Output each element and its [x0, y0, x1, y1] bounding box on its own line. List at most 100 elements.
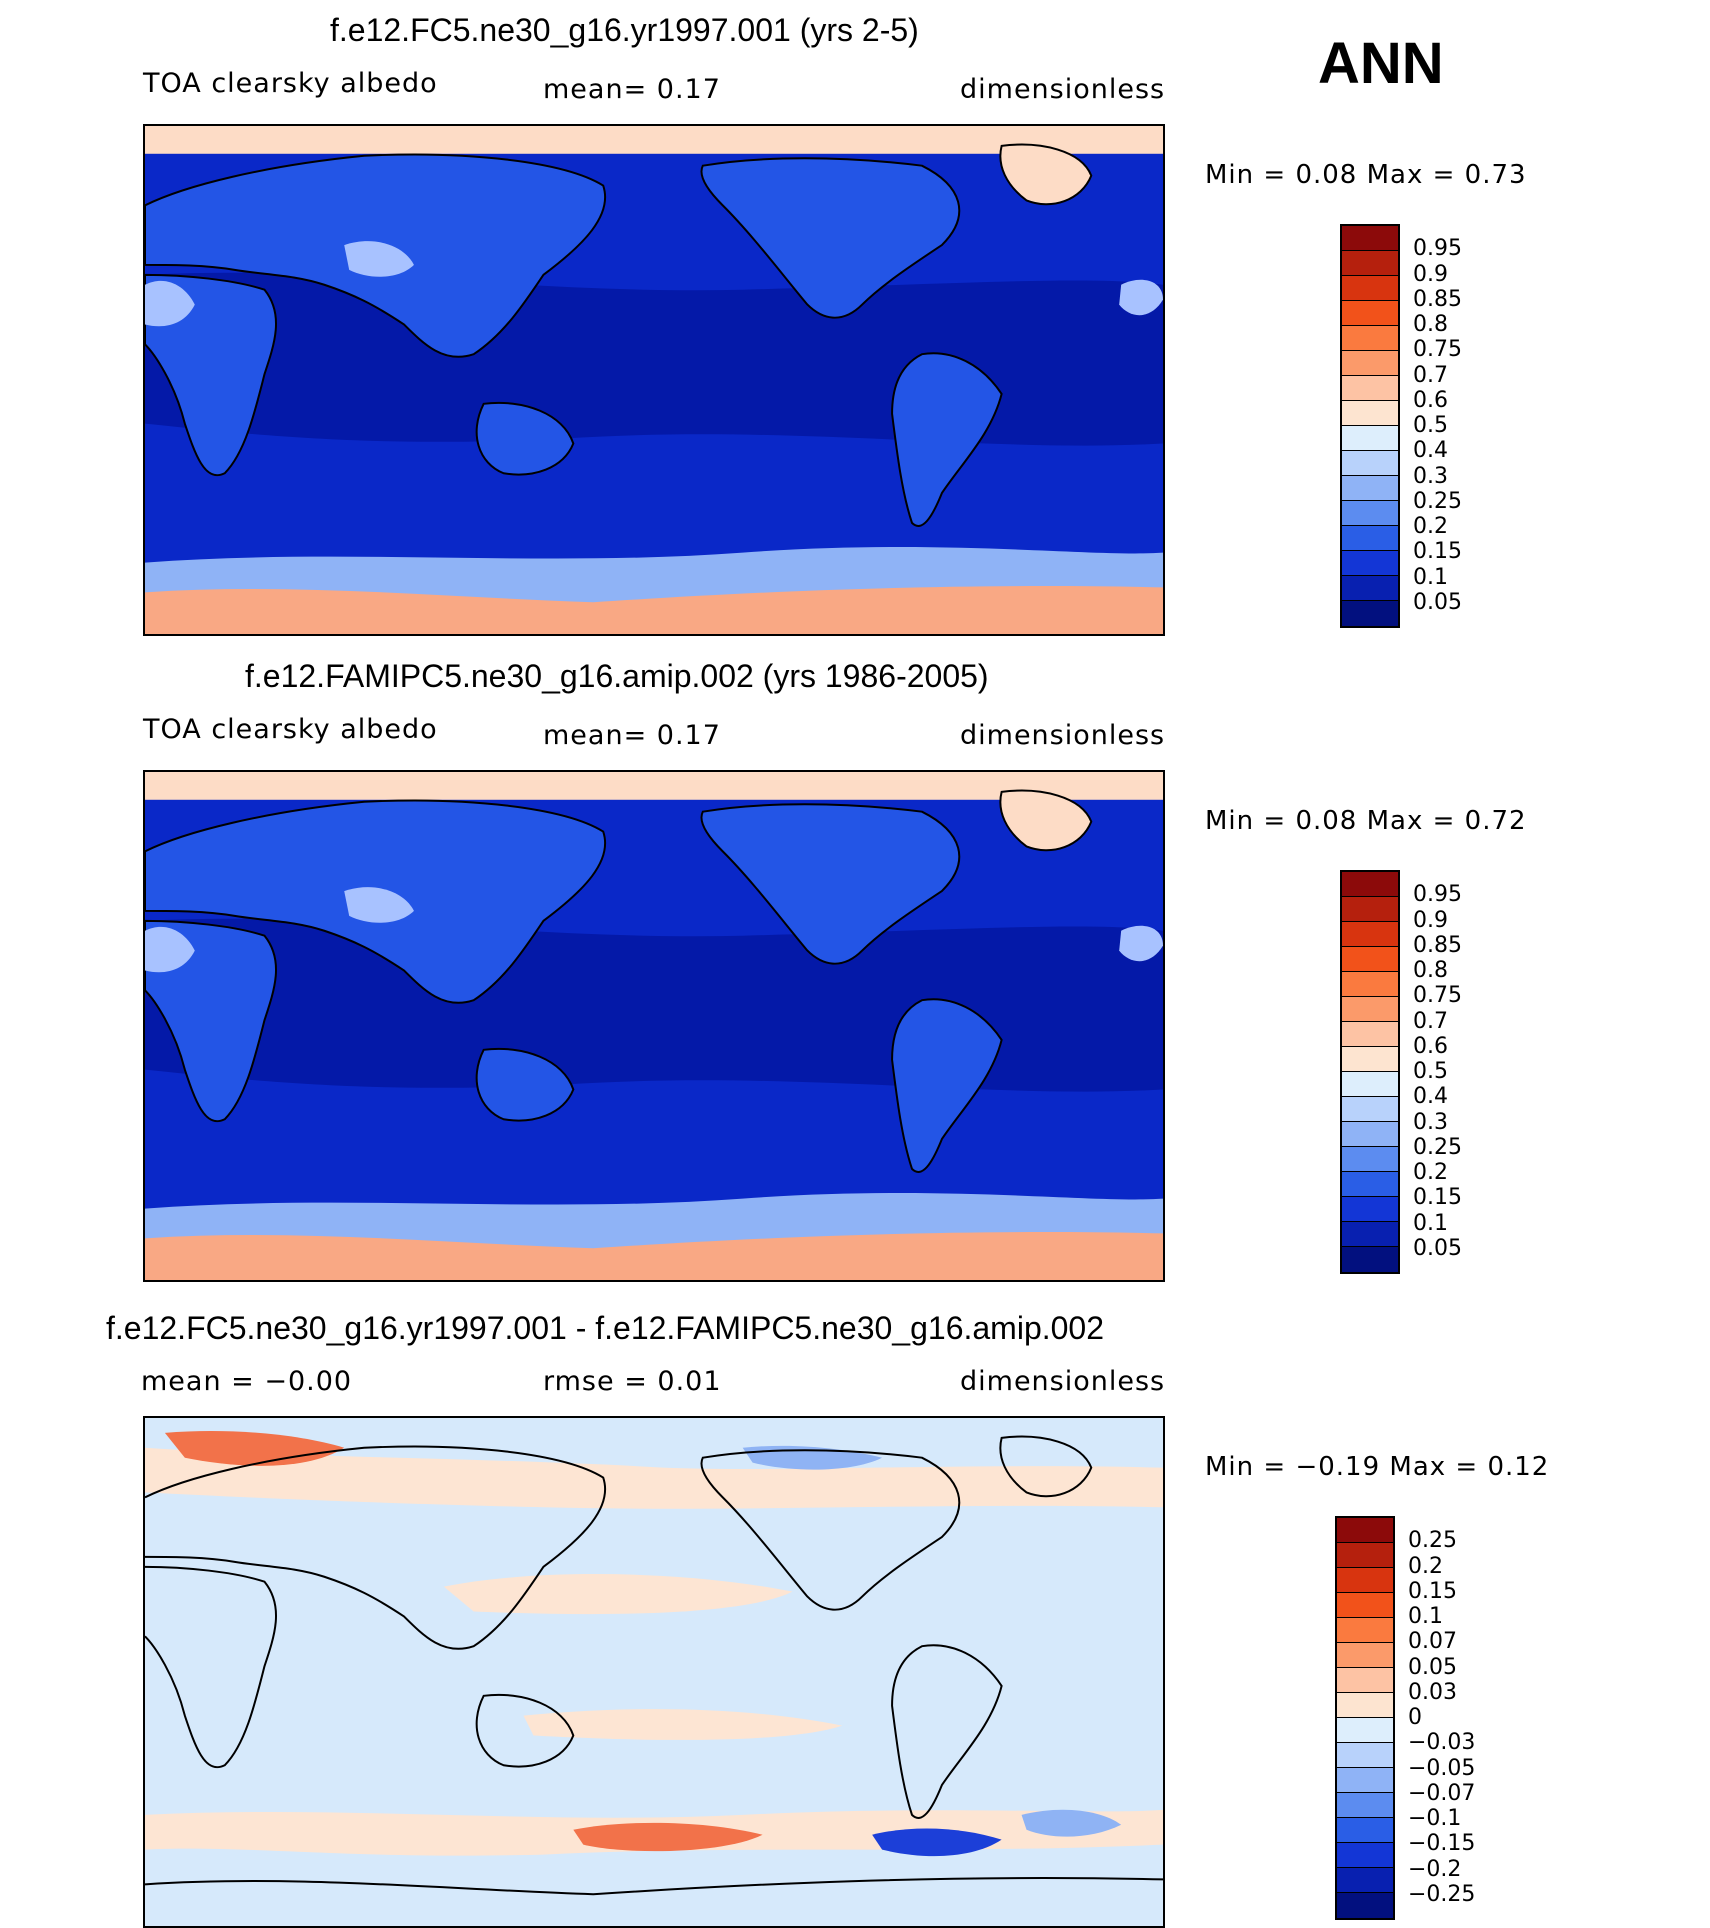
greenland — [999, 143, 1093, 206]
colorbar-swatch — [1337, 1793, 1393, 1818]
panel-1-map — [143, 124, 1165, 636]
colorbar-label: 0.85 — [1413, 932, 1462, 958]
colorbar-label: 0.1 — [1413, 1210, 1448, 1236]
colorbar-label: 0.3 — [1413, 1109, 1448, 1135]
colorbar-swatch — [1337, 1743, 1393, 1768]
colorbar-label: 0.75 — [1413, 337, 1462, 363]
colorbar-swatch — [1342, 501, 1398, 526]
tibet-high-albedo — [344, 887, 414, 923]
colorbar-swatch — [1342, 1047, 1398, 1072]
panel-1-minmax: Min = 0.08 Max = 0.73 — [1205, 160, 1527, 190]
colorbar-swatch — [1342, 401, 1398, 426]
colorbar-swatch — [1342, 1097, 1398, 1122]
colorbar-label: −0.1 — [1408, 1806, 1462, 1831]
arctic-band — [145, 126, 1163, 154]
colorbar-label: 0.7 — [1413, 1008, 1448, 1034]
north-america-coastline — [700, 1449, 961, 1611]
colorbar-swatch — [1342, 1147, 1398, 1172]
colorbar-swatch — [1337, 1868, 1393, 1893]
colorbar-swatch — [1342, 1022, 1398, 1047]
colorbar-swatch — [1342, 276, 1398, 301]
coastlines — [145, 1435, 1163, 1896]
colorbar-label: −0.05 — [1408, 1755, 1476, 1781]
panel-1-units: dimensionless — [960, 74, 1166, 105]
colorbar-swatch — [1337, 1843, 1393, 1868]
colorbar-swatch — [1342, 551, 1398, 576]
antarctica-coastline — [145, 1877, 1163, 1896]
panel-1-title: f.e12.FC5.ne30_g16.yr1997.001 (yrs 2-5) — [330, 12, 919, 48]
panel-1-mean: mean= 0.17 — [543, 74, 721, 105]
weddell-negative-anomaly — [1021, 1809, 1122, 1837]
southern-ocean-negative-anomaly — [872, 1828, 1002, 1857]
colorbar-swatch — [1337, 1693, 1393, 1718]
colorbar-swatch — [1342, 351, 1398, 376]
panel-3-colorbar — [1335, 1516, 1395, 1920]
colorbar-label: 0.6 — [1413, 1033, 1448, 1059]
southern-ocean-positive-anomaly — [573, 1822, 763, 1852]
colorbar-swatch — [1337, 1618, 1393, 1643]
australia — [475, 401, 575, 476]
colorbar-swatch — [1342, 376, 1398, 401]
colorbar-swatch — [1342, 426, 1398, 451]
colorbar-swatch — [1342, 922, 1398, 947]
tropical-band — [145, 272, 1163, 446]
colorbar-swatch — [1342, 226, 1398, 251]
colorbar-swatch — [1337, 1818, 1393, 1843]
australia-coastline — [475, 1693, 575, 1768]
panel-2-units: dimensionless — [960, 720, 1166, 751]
colorbar-swatch — [1342, 897, 1398, 922]
colorbar-swatch — [1342, 972, 1398, 997]
colorbar-swatch — [1342, 1122, 1398, 1147]
colorbar-label: 0.9 — [1413, 261, 1448, 287]
colorbar-swatch — [1342, 476, 1398, 501]
colorbar-label: 0.1 — [1408, 1604, 1443, 1629]
greenland-coastline — [999, 1435, 1093, 1498]
colorbar-swatch — [1342, 1072, 1398, 1097]
northern-positive-band — [145, 1447, 1163, 1509]
colorbar-label: 0.4 — [1413, 438, 1448, 464]
panel-2-title: f.e12.FAMIPC5.ne30_g16.amip.002 (yrs 198… — [245, 658, 989, 694]
colorbar-swatch — [1342, 576, 1398, 601]
colorbar-swatch — [1337, 1518, 1393, 1543]
colorbar-label: −0.03 — [1408, 1730, 1476, 1756]
panel-2-map-svg — [145, 772, 1163, 1280]
colorbar-label: 0 — [1408, 1705, 1422, 1730]
colorbar-label: 0.4 — [1413, 1084, 1448, 1110]
colorbar-swatch — [1342, 1222, 1398, 1247]
sahara-high-albedo — [145, 926, 195, 973]
colorbar-label: 0.95 — [1413, 882, 1462, 908]
australia — [475, 1047, 575, 1122]
colorbar-label: 0.25 — [1413, 488, 1462, 514]
colorbar-swatch — [1337, 1643, 1393, 1668]
colorbar-label: 0.07 — [1408, 1629, 1457, 1655]
panel-2-mean: mean= 0.17 — [543, 720, 721, 751]
north-america — [700, 157, 961, 319]
tibet-high-albedo — [344, 241, 414, 277]
colorbar-label: 0.75 — [1413, 983, 1462, 1009]
colorbar-label: −0.07 — [1408, 1780, 1476, 1806]
africa — [145, 273, 278, 477]
africa — [145, 919, 278, 1123]
continents — [145, 789, 1163, 1173]
eurasia-coastline — [145, 1445, 606, 1650]
continents — [145, 143, 1163, 527]
colorbar-label: 0.15 — [1413, 1185, 1462, 1211]
colorbar-label: 0.2 — [1408, 1553, 1443, 1579]
colorbar-label: 0.2 — [1413, 514, 1448, 539]
greenland — [999, 789, 1093, 852]
panel-3-units: dimensionless — [960, 1366, 1166, 1397]
colorbar-label: 0.25 — [1413, 1134, 1462, 1160]
colorbar-label: 0.1 — [1413, 564, 1448, 590]
colorbar-swatch — [1342, 997, 1398, 1022]
africa-east-edge — [1119, 925, 1163, 962]
colorbar-swatch — [1337, 1593, 1393, 1618]
panel-3-mean: mean = −0.00 — [141, 1366, 353, 1397]
antarctica-field — [145, 586, 1163, 634]
colorbar-swatch — [1337, 1718, 1393, 1743]
colorbar-swatch — [1337, 1768, 1393, 1793]
colorbar-label: 0.8 — [1413, 958, 1448, 983]
colorbar-label: 0.05 — [1408, 1654, 1457, 1680]
panel-2-variable-label: TOA clearsky albedo — [143, 714, 438, 745]
tropical-band — [145, 918, 1163, 1092]
colorbar-swatch — [1342, 872, 1398, 897]
